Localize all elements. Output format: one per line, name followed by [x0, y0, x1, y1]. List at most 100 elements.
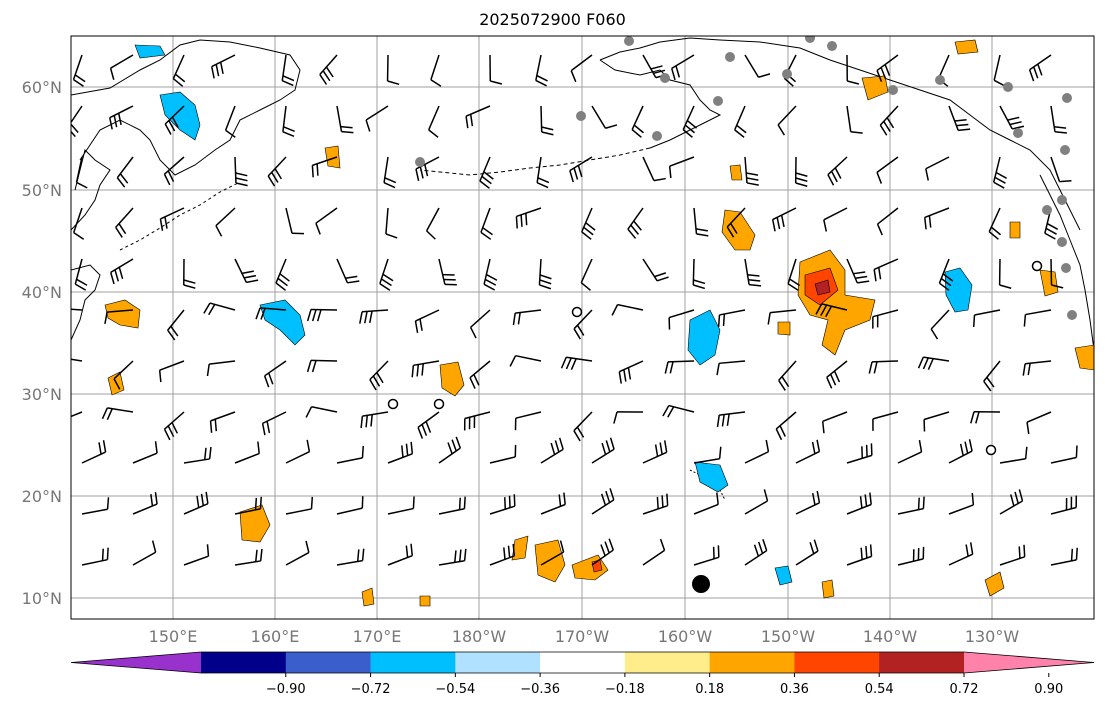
wind-barb-flag — [109, 272, 115, 285]
wind-barb-flag — [873, 269, 877, 282]
wind-barb-flag — [74, 283, 87, 291]
wind-barb-shaft — [430, 54, 440, 80]
wind-barb-flag — [600, 493, 607, 506]
colorbar-tick-label: −0.18 — [605, 682, 645, 697]
wind-barb-flag — [517, 312, 521, 325]
wind-barb-flag — [1075, 445, 1078, 458]
wind-barb-shaft — [877, 207, 899, 225]
wind-barb-flag — [101, 548, 104, 561]
wind-barb-flag — [417, 427, 424, 439]
wind-barb-shaft — [846, 503, 872, 515]
wind-barb-shaft — [795, 450, 820, 464]
lon-label: 170°W — [555, 627, 610, 646]
wind-barb-flag — [447, 442, 453, 455]
colorbar: −0.90 −0.72 −0.54 −0.36 −0.18 0.18 0.36 0.54 0.7… — [70, 651, 1095, 697]
wind-barb-flag — [795, 182, 808, 187]
wind-barb-flag — [196, 495, 200, 508]
wind-barb-flag — [116, 177, 126, 188]
wind-barb-flag — [878, 267, 882, 280]
wind-barb-flag — [942, 273, 954, 282]
wind-barb-flag — [410, 543, 414, 556]
wind-barb-flag — [426, 230, 436, 240]
positive-anomaly — [777, 321, 791, 336]
wind-barb-flag — [387, 80, 400, 86]
wind-barb-flag — [623, 369, 627, 382]
wind-barb-flag — [419, 318, 423, 331]
wind-barb-flag — [922, 357, 929, 370]
wind-barb-flag — [550, 442, 556, 455]
wind-barb-shaft — [999, 556, 1025, 566]
wind-barb-flag — [254, 549, 258, 562]
wind-barb-flag — [260, 308, 266, 320]
wind-barb-shaft — [744, 550, 768, 566]
wind-barb-flag — [829, 373, 837, 386]
wind-barb-flag — [235, 182, 248, 187]
wind-barb-flag — [117, 113, 122, 126]
wind-barb-shaft — [1050, 456, 1077, 464]
calm-station-marker — [1031, 260, 1043, 272]
wind-barb-shaft — [132, 551, 157, 566]
wind-barb-flag — [559, 540, 565, 553]
wind-barb-shaft — [362, 309, 389, 313]
wind-barb-shaft — [719, 411, 746, 416]
wind-barb-flag — [763, 489, 769, 502]
wind-barb-shaft — [1025, 309, 1052, 316]
wind-barb-flag — [940, 277, 952, 287]
wind-barb-flag — [669, 361, 674, 374]
station-dot — [1013, 128, 1023, 138]
colorbar-tick-label: 0.54 — [865, 682, 894, 697]
wind-barb-flag — [150, 493, 154, 507]
wind-barb-shaft — [417, 411, 440, 428]
wind-barb-shaft — [160, 207, 185, 220]
wind-barb-flag — [118, 267, 124, 279]
colorbar-tick-label: −0.36 — [520, 682, 560, 697]
wind-barb-flag — [787, 283, 799, 291]
wind-barb-flag — [537, 177, 550, 184]
wind-barb-shaft — [744, 258, 750, 285]
wind-barb-shaft — [744, 54, 760, 78]
wind-barb-flag — [1023, 544, 1026, 557]
wind-barb-shaft — [873, 258, 899, 271]
wind-barb-shaft — [988, 207, 1001, 232]
wind-barb-flag — [279, 273, 290, 282]
wind-barb-flag — [778, 379, 786, 391]
calm-station-marker — [387, 398, 399, 410]
wind-barb-flag — [469, 326, 477, 339]
map-title: 2025072900 F060 — [479, 10, 626, 29]
wind-barb-shaft — [275, 258, 287, 284]
station-markers — [387, 36, 1077, 593]
wind-barb-flag — [604, 541, 610, 554]
wind-barb-flag — [416, 364, 420, 377]
wind-barb-flag — [928, 215, 932, 228]
wind-barb-flag — [876, 70, 883, 82]
colorbar-segment — [879, 652, 965, 673]
wind-barb-shaft — [1050, 258, 1053, 286]
lon-label: 130°W — [965, 627, 1020, 646]
wind-barb-shaft — [110, 258, 134, 274]
highlight-station-dot — [692, 575, 710, 593]
wind-barb-flag — [627, 228, 637, 239]
wind-barb-flag — [886, 117, 895, 129]
wind-barb-flag — [855, 275, 868, 280]
wind-barb-flag — [282, 75, 295, 82]
wind-barb-flag — [684, 124, 695, 134]
wind-barb-shaft — [668, 309, 695, 319]
wind-barb-shaft — [75, 156, 83, 183]
wind-barb-flag — [746, 182, 759, 186]
wind-barb-shaft — [627, 207, 644, 230]
colorbar-extend-high — [964, 652, 1094, 673]
wind-barb-shaft — [846, 105, 852, 132]
negative-anomaly — [687, 309, 721, 366]
wind-barb-shaft — [573, 411, 593, 432]
wind-barb-flag — [580, 282, 591, 291]
wind-barb-flag — [873, 361, 878, 374]
wind-barb-flag — [255, 307, 261, 320]
wind-barb-flag — [539, 274, 552, 280]
lon-label: 160°E — [251, 627, 300, 646]
wind-barb-flag — [816, 490, 821, 503]
wind-barb-flag — [695, 228, 708, 232]
wind-barb-flag — [483, 171, 494, 180]
wind-barb-flag — [57, 309, 61, 320]
wind-barb-flag — [261, 423, 266, 436]
wind-barb-flag — [747, 274, 760, 277]
